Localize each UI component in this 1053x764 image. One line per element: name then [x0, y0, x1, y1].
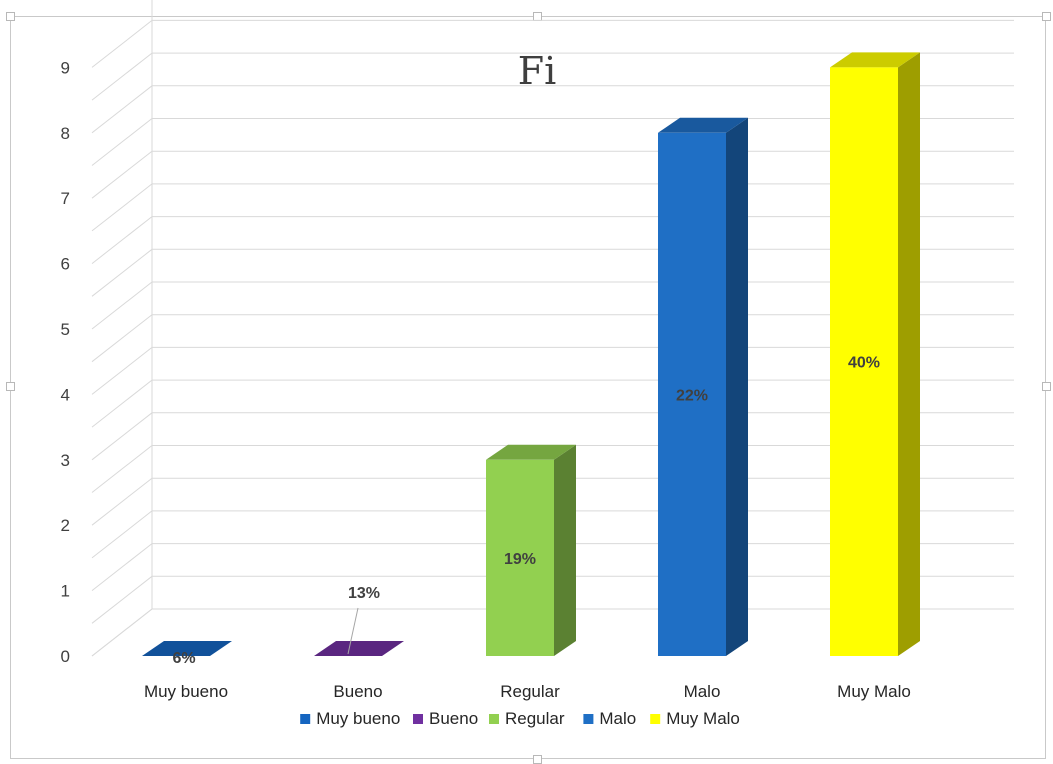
- bar-front: [830, 67, 898, 656]
- data-label: 19%: [504, 551, 536, 568]
- legend: Muy bueno Bueno Regular Malo Muy Malo: [300, 709, 740, 728]
- bar-malo: 22%: [658, 117, 748, 657]
- x-tick-label: Muy bueno: [144, 682, 228, 701]
- bar-side: [898, 52, 920, 656]
- legend-item: Regular: [489, 709, 565, 728]
- data-label: 13%: [348, 585, 380, 602]
- legend-label: Malo: [599, 709, 636, 728]
- resize-handle-top-right[interactable]: [1042, 12, 1051, 21]
- x-tick-label: Bueno: [333, 682, 382, 701]
- y-tick-label: 8: [61, 124, 70, 143]
- bar-top: [486, 444, 576, 460]
- bar-side: [554, 444, 576, 656]
- data-label: 6%: [172, 650, 195, 667]
- floor-edge: [91, 608, 153, 657]
- resize-handle-right[interactable]: [1042, 382, 1051, 391]
- legend-item: Muy bueno: [300, 709, 400, 728]
- bar-bueno: 13%: [314, 585, 404, 656]
- x-tick-label: Muy Malo: [837, 682, 911, 701]
- legend-label: Bueno: [429, 709, 478, 728]
- chart-frame: [6, 12, 1051, 764]
- y-tick-label: 6: [61, 255, 70, 274]
- data-label: 40%: [848, 355, 880, 372]
- bar-front: [486, 459, 554, 656]
- data-label: 22%: [676, 387, 708, 404]
- legend-label: Muy bueno: [316, 709, 400, 728]
- legend-swatch: [583, 714, 594, 724]
- legend-swatch: [413, 714, 423, 724]
- y-tick-label: 5: [61, 320, 70, 339]
- legend-swatch: [300, 714, 311, 724]
- x-tick-label: Regular: [500, 682, 560, 701]
- legend-swatch: [489, 714, 499, 724]
- legend-label: Regular: [505, 709, 565, 728]
- y-tick-label: 7: [61, 189, 70, 208]
- bar-top: [142, 641, 232, 656]
- chart-title: Fi: [518, 49, 557, 93]
- y-axis: 0 1 2 3 4 5 6 7 8 9: [61, 58, 70, 666]
- bar-top: [314, 641, 404, 656]
- legend-swatch: [650, 714, 661, 724]
- bar-side: [726, 117, 748, 657]
- y-tick-label: 9: [61, 58, 70, 77]
- data-label-leader: [347, 607, 359, 655]
- bar-top: [830, 52, 920, 68]
- resize-handle-left[interactable]: [6, 382, 15, 391]
- legend-item: Muy Malo: [650, 709, 740, 728]
- bars: 6% 13% 19% 22% 40%: [142, 52, 920, 667]
- legend-label: Muy Malo: [666, 709, 740, 728]
- resize-handle-top-left[interactable]: [6, 12, 15, 21]
- y-tick-label: 0: [61, 647, 70, 666]
- y-tick-label: 1: [61, 582, 70, 601]
- legend-item: Bueno: [413, 709, 478, 728]
- gridlines: [91, 0, 1014, 657]
- y-tick-label: 3: [61, 451, 70, 470]
- bar-regular: 19%: [486, 444, 576, 656]
- x-axis: Muy bueno Bueno Regular Malo Muy Malo: [144, 682, 911, 701]
- bar-muy-bueno: 6%: [142, 641, 232, 667]
- legend-item: Malo: [583, 709, 636, 728]
- bar-front: [658, 132, 726, 657]
- y-tick-label: 2: [61, 516, 70, 535]
- bar-top: [658, 117, 748, 133]
- y-tick-label: 4: [61, 385, 70, 404]
- x-tick-label: Malo: [684, 682, 721, 701]
- bar-muy-malo: 40%: [830, 52, 920, 656]
